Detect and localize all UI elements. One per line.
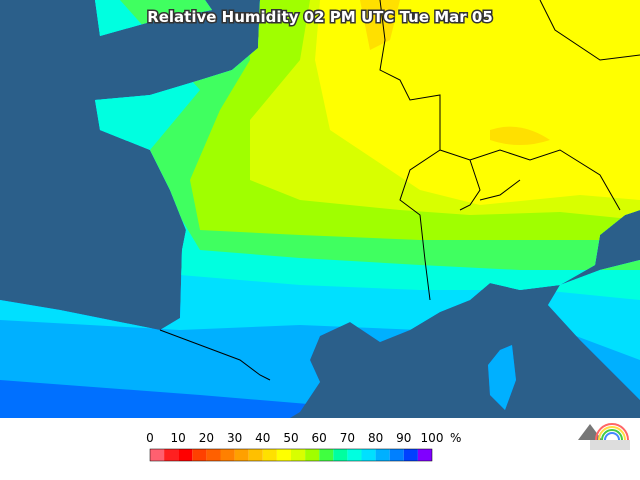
humidity-field	[0, 0, 640, 418]
legend-swatch	[262, 449, 277, 461]
legend-tick-label: 60	[312, 431, 327, 445]
legend-tick-label: 100	[421, 431, 444, 445]
legend-swatch	[164, 449, 179, 461]
legend-tick-label: 20	[199, 431, 214, 445]
legend-swatch	[248, 449, 263, 461]
legend-tick-label: 40	[255, 431, 270, 445]
legend-swatch	[347, 449, 362, 461]
legend-swatch	[417, 449, 432, 461]
legend-frame	[149, 448, 433, 462]
borders	[159, 0, 640, 381]
legend-swatch	[276, 449, 291, 461]
legend-swatch	[375, 449, 390, 461]
legend: 0 10 20 30 40 50 60 70 80 90 100%	[146, 431, 461, 462]
legend-unit: %	[450, 431, 461, 445]
legend-swatch	[389, 449, 404, 461]
legend-swatch	[319, 449, 334, 461]
legend-tick-label: 80	[368, 431, 383, 445]
legend-swatch	[305, 449, 320, 461]
legend-tick-label: 0	[146, 431, 154, 445]
legend-swatch	[192, 449, 207, 461]
legend-swatch	[178, 449, 193, 461]
legend-tick-label: 30	[227, 431, 242, 445]
legend-tick-label: 50	[283, 431, 298, 445]
legend-swatch	[333, 449, 348, 461]
legend-tick-label: 90	[396, 431, 411, 445]
map-title: Relative Humidity 02 PM UTC Tue Mar 05	[147, 8, 493, 26]
legend-swatch	[291, 449, 306, 461]
legend-swatch	[206, 449, 221, 461]
legend-swatch	[234, 449, 249, 461]
logo	[578, 423, 630, 450]
legend-swatch	[361, 449, 376, 461]
legend-swatch	[220, 449, 235, 461]
legend-swatch	[403, 449, 418, 461]
legend-tick-label: 70	[340, 431, 355, 445]
legend-swatch	[150, 449, 165, 461]
legend-tick-label: 10	[171, 431, 186, 445]
